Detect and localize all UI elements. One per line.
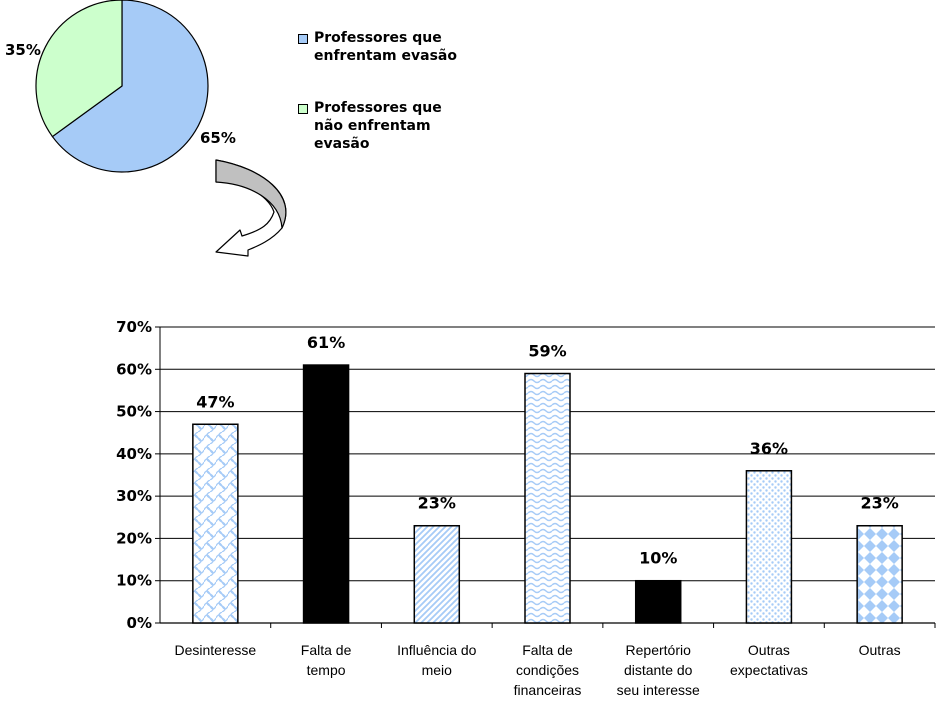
- x-category-label: tempo: [307, 662, 346, 678]
- x-category-label: Desinteresse: [175, 642, 257, 658]
- bar-value-label: 23%: [418, 494, 456, 513]
- legend-line: Professores que: [314, 100, 442, 116]
- y-tick-label: 40%: [116, 445, 152, 463]
- x-category-label: seu interesse: [617, 682, 700, 698]
- bar-4: [524, 372, 571, 624]
- bar-value-label: 36%: [750, 439, 788, 458]
- y-tick-label: 60%: [116, 360, 152, 378]
- y-tick-label: 70%: [116, 318, 152, 336]
- pie-slice-35: [35, 0, 123, 138]
- y-tick-label: 10%: [116, 572, 152, 590]
- pie-label-35: 35%: [5, 41, 41, 59]
- x-category-label: meio: [422, 662, 453, 678]
- bar-5: [634, 579, 682, 624]
- bar-6: [745, 470, 793, 624]
- x-category-label: Repertório: [626, 642, 692, 658]
- x-category-label: Outras: [748, 642, 790, 658]
- x-category-label: Falta de: [301, 642, 352, 658]
- bar-value-label: 59%: [528, 342, 566, 361]
- curved-arrow-icon: [215, 159, 287, 257]
- bar-value-label: 10%: [639, 549, 677, 568]
- pie-slice-65: [51, 0, 209, 173]
- bar-3: [413, 524, 461, 624]
- x-category-label: expectativas: [730, 662, 808, 678]
- legend-line: não enfrentam: [314, 118, 431, 134]
- x-category-label: Influência do: [397, 642, 477, 658]
- legend-line: enfrentam evasão: [314, 48, 457, 64]
- bar-value-label: 23%: [860, 494, 898, 513]
- bar-value-label: 47%: [196, 392, 234, 411]
- x-category-label: condições: [516, 662, 579, 678]
- bar-1: [192, 423, 239, 624]
- legend-line: Professores que: [314, 30, 442, 46]
- y-tick-label: 20%: [116, 529, 152, 547]
- bar-7: [856, 524, 903, 624]
- bar-2: [302, 364, 350, 624]
- legend-text-enfrentam: Professores que enfrentam evasão: [314, 29, 484, 65]
- legend-swatch-enfrentam: [298, 34, 308, 44]
- y-tick-label: 0%: [127, 614, 152, 632]
- y-tick-label: 30%: [116, 487, 152, 505]
- legend-swatch-nao-enfrentam: [298, 104, 308, 114]
- x-category-label: financeiras: [514, 682, 582, 698]
- x-category-label: Outras: [859, 642, 901, 658]
- bar-value-label: 61%: [307, 333, 345, 352]
- legend-text-nao-enfrentam: Professores que não enfrentam evasão: [314, 99, 484, 153]
- x-category-label: distante do: [624, 662, 693, 678]
- pie-label-65: 65%: [200, 129, 236, 147]
- y-tick-label: 50%: [116, 403, 152, 421]
- x-category-label: Falta de: [522, 642, 573, 658]
- legend-line: evasão: [314, 136, 370, 152]
